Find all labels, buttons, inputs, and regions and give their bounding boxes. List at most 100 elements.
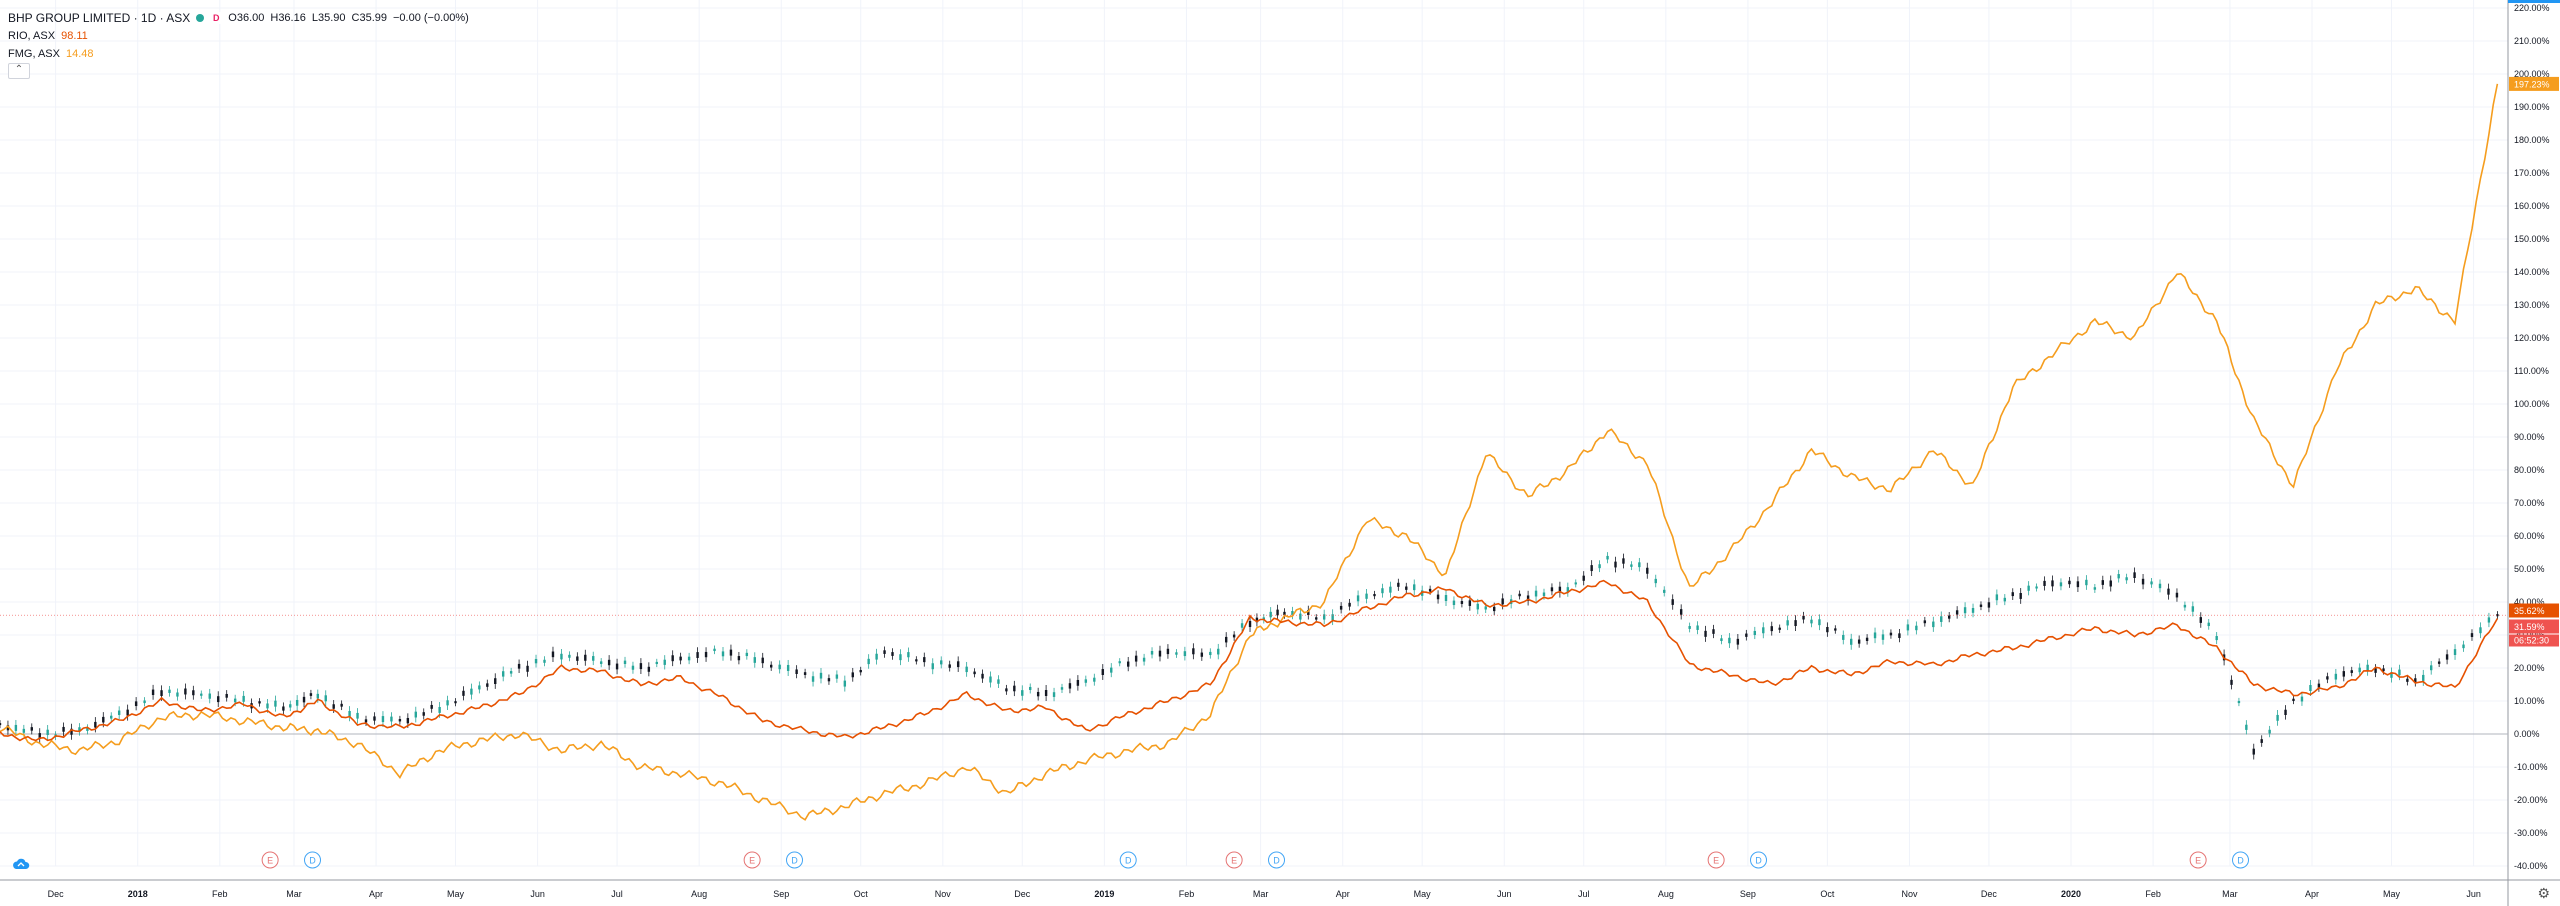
bhp-candle-body bbox=[1688, 626, 1691, 629]
bhp-candle-body bbox=[1923, 620, 1927, 624]
bhp-candle-body bbox=[891, 652, 894, 656]
bhp-candle-body bbox=[274, 700, 277, 707]
bhp-candle-body bbox=[1696, 625, 1699, 630]
bhp-candle-body bbox=[1460, 601, 1464, 604]
bhp-candle-body bbox=[2496, 614, 2499, 617]
bhp-candle-body bbox=[1987, 602, 1991, 608]
bhp-candle-body bbox=[1518, 593, 1521, 597]
bhp-candle-body bbox=[948, 664, 951, 668]
y-tick-label: 150.00% bbox=[2514, 234, 2550, 244]
x-tick-label: Mar bbox=[286, 889, 302, 899]
bhp-candle-body bbox=[1566, 587, 1570, 593]
bhp-candle-body bbox=[576, 656, 579, 661]
rio-price-tag: 35.62% bbox=[2514, 606, 2545, 616]
bhp-candle-body bbox=[1542, 592, 1546, 596]
x-tick-label: Jul bbox=[1578, 889, 1590, 899]
x-tick-label: Mar bbox=[1253, 889, 1269, 899]
bhp-candle-body bbox=[551, 651, 555, 658]
x-tick-label: Dec bbox=[1981, 889, 1998, 899]
bhp-candle-body bbox=[1915, 625, 1918, 631]
bhp-candle-body bbox=[1663, 589, 1666, 593]
y-tick-label: 160.00% bbox=[2514, 201, 2550, 211]
bhp-candle-body bbox=[2230, 679, 2233, 685]
bhp-candle-body bbox=[332, 704, 335, 709]
main-symbol-title[interactable]: BHP GROUP LIMITED · 1D · ASX bbox=[8, 10, 191, 25]
bhp-candle-body bbox=[2390, 672, 2393, 678]
bhp-candle-body bbox=[1175, 652, 1178, 655]
bhp-candle-body bbox=[811, 676, 815, 682]
bhp-candle-body bbox=[827, 678, 831, 682]
top-accent-bar bbox=[2508, 0, 2560, 3]
y-tick-label: 110.00% bbox=[2514, 366, 2549, 376]
y-tick-label: 40.00% bbox=[2514, 597, 2545, 607]
bhp-candle-body bbox=[915, 659, 918, 662]
ohlc-change: −0.00 (−0.00%) bbox=[393, 11, 469, 24]
bhp-candle-body bbox=[1955, 610, 1959, 615]
bhp-candle-body bbox=[1526, 595, 1530, 601]
bhp-candle-body bbox=[2382, 668, 2385, 672]
bhp-candle-body bbox=[390, 716, 393, 722]
rio-legend-label[interactable]: RIO, ASX bbox=[8, 29, 56, 42]
bhp-candle-body bbox=[192, 690, 195, 696]
bhp-candle-body bbox=[1857, 639, 1861, 644]
bhp-price-tag: 31.59% bbox=[2514, 622, 2545, 632]
bhp-candle-body bbox=[1574, 582, 1577, 585]
y-tick-label: 170.00% bbox=[2514, 168, 2550, 178]
bhp-candle-body bbox=[454, 701, 457, 704]
bhp-candle-body bbox=[568, 654, 571, 658]
bhp-candle-body bbox=[1802, 615, 1805, 620]
y-tick-label: 120.00% bbox=[2514, 333, 2550, 343]
fmg-legend-label[interactable]: FMG, ASX bbox=[8, 47, 60, 60]
event-marker-label: E bbox=[1231, 856, 1237, 866]
event-marker-earnings: E bbox=[261, 851, 279, 869]
bhp-candle-body bbox=[1638, 562, 1641, 568]
bhp-candle-body bbox=[1192, 648, 1195, 655]
bhp-candle-body bbox=[373, 716, 376, 721]
bhp-candle-body bbox=[2487, 617, 2491, 623]
bhp-candle-body bbox=[0, 723, 2, 726]
bhp-candle-body bbox=[940, 660, 943, 665]
x-tick-label: Jun bbox=[1497, 889, 1512, 899]
bhp-candle-body bbox=[584, 654, 587, 661]
bhp-candle-body bbox=[1436, 594, 1440, 600]
bhp-candle-body bbox=[1248, 620, 1252, 627]
bhp-candle-body bbox=[184, 688, 187, 695]
bhp-candle-body bbox=[2453, 649, 2457, 655]
collapse-legend-button[interactable]: ⌃ bbox=[8, 63, 30, 79]
bhp-candle-body bbox=[348, 710, 351, 717]
gear-icon[interactable]: ⚙ bbox=[2537, 885, 2550, 901]
bhp-candle-body bbox=[1397, 582, 1400, 587]
bhp-candle-body bbox=[560, 653, 563, 660]
bhp-candle-body bbox=[2284, 709, 2287, 715]
bhp-candle-body bbox=[62, 726, 65, 732]
cloud-icon[interactable] bbox=[12, 858, 30, 870]
bhp-candle-body bbox=[2117, 574, 2120, 579]
bhp-candle-body bbox=[1060, 687, 1064, 690]
bhp-candle-body bbox=[745, 652, 749, 657]
bhp-candle-body bbox=[1356, 595, 1360, 602]
bhp-candle-body bbox=[2011, 592, 2014, 597]
bhp-candle-body bbox=[1810, 619, 1813, 624]
fmg-legend-value: 14.48 bbox=[65, 47, 94, 60]
bhp-candle-body bbox=[704, 651, 708, 658]
fmg-legend-row[interactable]: FMG, ASX 14.48 bbox=[8, 45, 469, 63]
y-tick-label: 180.00% bbox=[2514, 135, 2550, 145]
bhp-candle-body bbox=[753, 657, 756, 663]
bhp-candle-body bbox=[2342, 671, 2346, 677]
event-marker-label: D bbox=[1755, 856, 1762, 866]
bhp-candle-body bbox=[1276, 609, 1279, 616]
bhp-candle-body bbox=[2076, 581, 2080, 588]
main-symbol-row[interactable]: BHP GROUP LIMITED · 1D · ASX D O36.00 H3… bbox=[8, 9, 469, 27]
ohlc-close: C35.99 bbox=[351, 11, 387, 24]
bhp-candle-body bbox=[2167, 588, 2170, 595]
bhp-candle-body bbox=[430, 704, 433, 709]
bhp-candle-body bbox=[1413, 584, 1416, 591]
x-tick-label: Feb bbox=[212, 889, 228, 899]
rio-legend-row[interactable]: RIO, ASX 98.11 bbox=[8, 27, 469, 45]
bhp-candle-body bbox=[2101, 580, 2105, 585]
bhp-candle-body bbox=[94, 721, 97, 728]
bhp-candle-body bbox=[1322, 614, 1326, 620]
bhp-candle-body bbox=[117, 710, 121, 715]
bhp-candle-body bbox=[446, 700, 449, 706]
